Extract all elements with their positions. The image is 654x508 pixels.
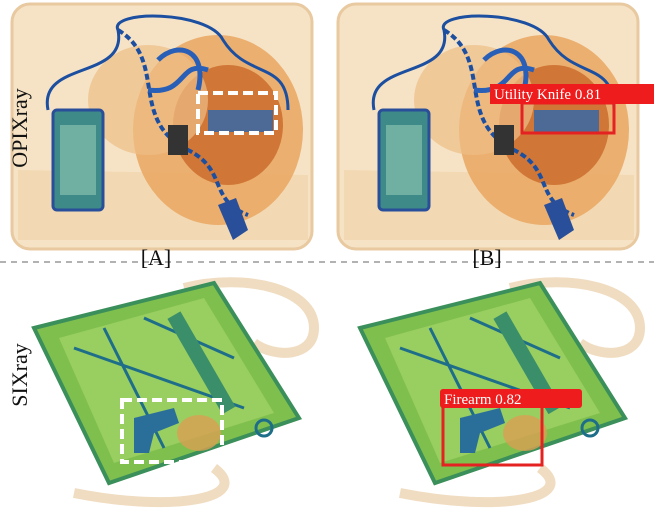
ground-truth-box xyxy=(120,398,224,464)
xray-image xyxy=(34,282,314,502)
xray-image xyxy=(338,4,638,249)
detection-label: Utility Knife 0.81 xyxy=(494,87,601,103)
xray-image xyxy=(12,4,312,249)
row-label: SIXray xyxy=(7,343,32,407)
detection-tag xyxy=(440,389,582,408)
ground-truth-box xyxy=(196,91,278,135)
detection-tag xyxy=(490,84,654,104)
detection-label: Firearm 0.82 xyxy=(444,392,521,408)
column-label: [B] xyxy=(472,245,501,270)
row-label: OPIXray xyxy=(7,88,32,167)
column-label: [A] xyxy=(141,245,172,270)
